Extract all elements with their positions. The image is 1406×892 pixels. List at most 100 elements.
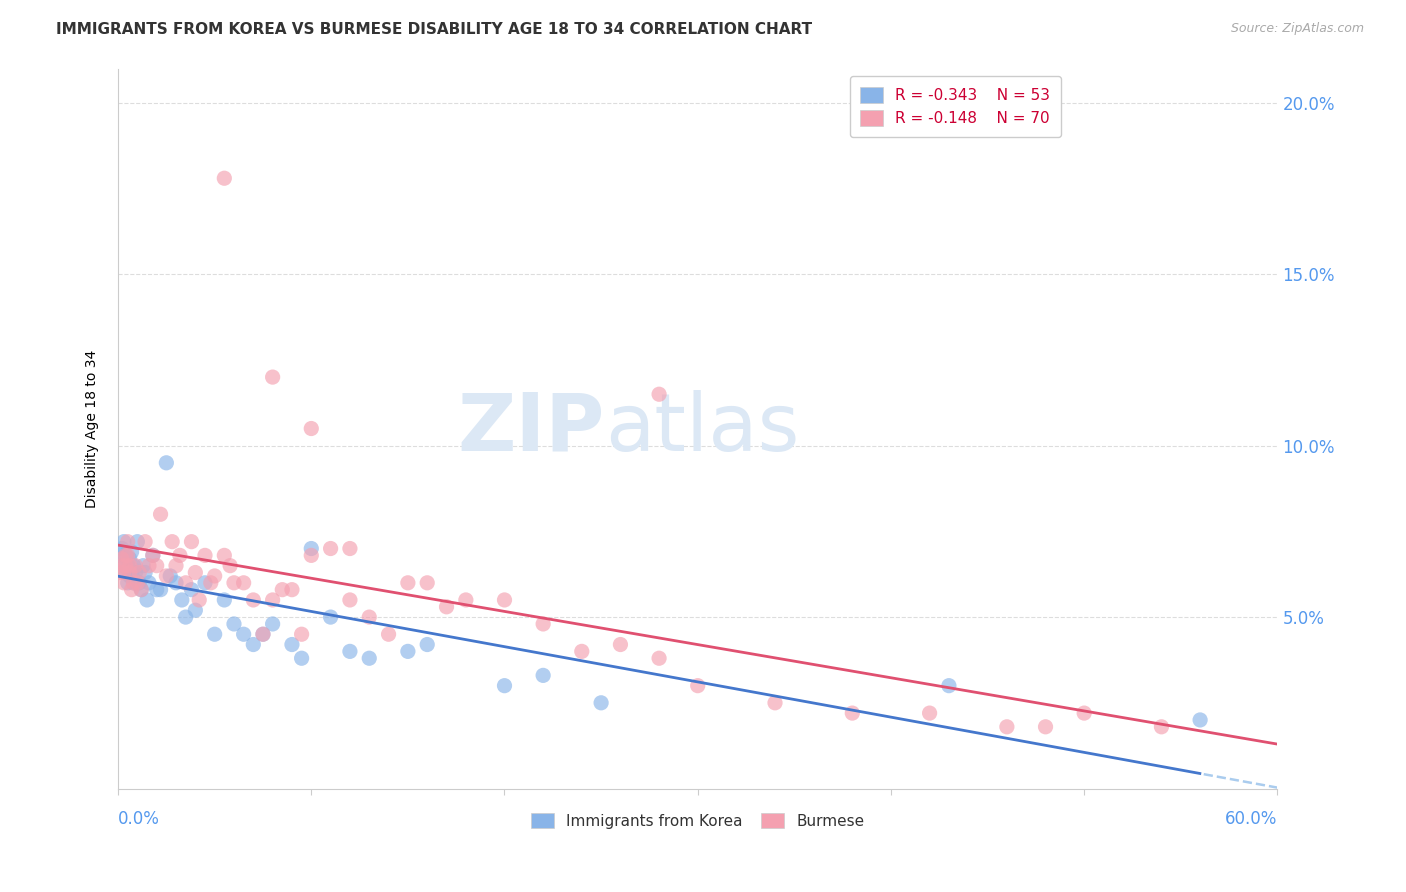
Point <box>194 575 217 590</box>
Point <box>204 627 226 641</box>
Point <box>117 534 139 549</box>
Point <box>291 627 314 641</box>
Point <box>609 638 631 652</box>
Point <box>291 651 314 665</box>
Point <box>170 593 193 607</box>
Point <box>169 549 191 563</box>
Point <box>200 575 222 590</box>
Point <box>494 593 516 607</box>
Text: Source: ZipAtlas.com: Source: ZipAtlas.com <box>1230 22 1364 36</box>
Point <box>339 593 361 607</box>
Point <box>118 569 141 583</box>
Point <box>194 549 217 563</box>
Point <box>648 651 671 665</box>
Point <box>114 549 136 563</box>
Point <box>1073 706 1095 720</box>
Point <box>149 507 172 521</box>
Point <box>114 566 136 580</box>
Point <box>165 575 187 590</box>
Text: 60.0%: 60.0% <box>1225 810 1278 828</box>
Point <box>262 593 284 607</box>
Point <box>128 566 150 580</box>
Point <box>918 706 941 720</box>
Point <box>252 627 274 641</box>
Point <box>145 582 167 597</box>
Point <box>111 551 134 566</box>
Point <box>454 593 477 607</box>
Point <box>129 582 152 597</box>
Point <box>377 627 399 641</box>
Point <box>118 566 141 580</box>
Point <box>319 541 342 556</box>
Point <box>108 566 131 580</box>
Point <box>117 575 139 590</box>
Point <box>219 558 242 573</box>
Point <box>174 610 197 624</box>
Point <box>108 549 131 563</box>
Point <box>165 558 187 573</box>
Point <box>242 593 264 607</box>
Point <box>112 575 135 590</box>
Point <box>281 582 304 597</box>
Point <box>138 558 160 573</box>
Point <box>184 566 207 580</box>
Point <box>763 696 786 710</box>
Point <box>648 387 671 401</box>
Point <box>112 566 135 580</box>
Point <box>1035 720 1057 734</box>
Point <box>124 558 146 573</box>
Point <box>142 549 165 563</box>
Point <box>222 616 245 631</box>
Point <box>204 569 226 583</box>
Point <box>132 558 155 573</box>
Point <box>396 575 419 590</box>
Point <box>214 549 236 563</box>
Point <box>117 549 139 563</box>
Point <box>281 638 304 652</box>
Point <box>112 558 135 573</box>
Point <box>138 575 160 590</box>
Point <box>121 545 143 559</box>
Point <box>494 679 516 693</box>
Point <box>118 551 141 566</box>
Point <box>121 566 143 580</box>
Point <box>122 575 145 590</box>
Point <box>271 582 294 597</box>
Text: IMMIGRANTS FROM KOREA VS BURMESE DISABILITY AGE 18 TO 34 CORRELATION CHART: IMMIGRANTS FROM KOREA VS BURMESE DISABIL… <box>56 22 813 37</box>
Point <box>114 558 136 573</box>
Point <box>299 541 322 556</box>
Point <box>188 593 211 607</box>
Point <box>117 558 139 573</box>
Point <box>222 575 245 590</box>
Text: ZIP: ZIP <box>458 390 605 467</box>
Point <box>155 456 177 470</box>
Point <box>339 644 361 658</box>
Point <box>122 575 145 590</box>
Point <box>416 575 439 590</box>
Point <box>938 679 960 693</box>
Point <box>127 534 149 549</box>
Point <box>436 599 458 614</box>
Point <box>155 569 177 583</box>
Point <box>396 644 419 658</box>
Text: atlas: atlas <box>605 390 800 467</box>
Point <box>114 549 136 563</box>
Point <box>112 534 135 549</box>
Point <box>136 593 159 607</box>
Point <box>359 610 381 624</box>
Point <box>319 610 342 624</box>
Point <box>531 616 554 631</box>
Point <box>142 549 165 563</box>
Point <box>262 370 284 384</box>
Point <box>145 558 167 573</box>
Point <box>111 558 134 573</box>
Point <box>124 566 146 580</box>
Point <box>416 638 439 652</box>
Point <box>160 534 183 549</box>
Y-axis label: Disability Age 18 to 34: Disability Age 18 to 34 <box>86 350 100 508</box>
Legend: Immigrants from Korea, Burmese: Immigrants from Korea, Burmese <box>524 806 870 835</box>
Point <box>180 582 202 597</box>
Point <box>127 575 149 590</box>
Point <box>214 171 236 186</box>
Point <box>232 575 254 590</box>
